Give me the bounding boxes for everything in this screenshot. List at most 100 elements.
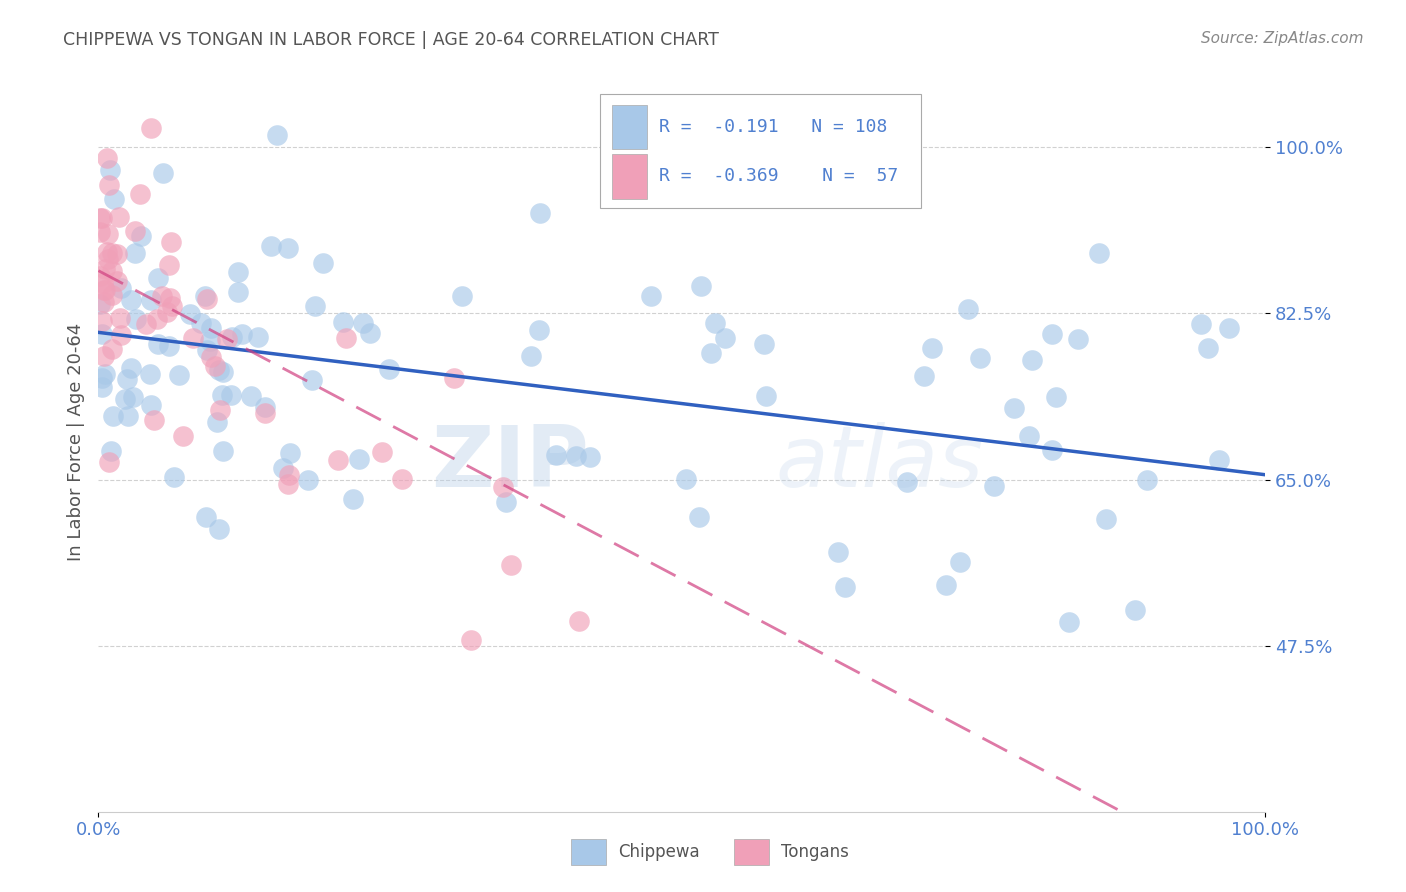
Point (160, 235, 183, 250)
Point (278, 467, 301, 482)
Point (105, 246, 128, 260)
Point (1057, 615, 1080, 629)
Point (254, 401, 277, 415)
Point (211, 388, 233, 402)
Point (212, 365, 235, 379)
Point (90, 380, 112, 394)
Point (1018, 428, 1040, 442)
Point (277, 241, 299, 255)
Point (1123, 602, 1146, 616)
Point (221, 330, 243, 344)
Point (120, 361, 142, 376)
Point (163, 470, 186, 484)
Point (93, 283, 115, 297)
Point (969, 351, 991, 365)
Point (110, 327, 132, 342)
Point (1040, 327, 1063, 342)
Point (544, 448, 567, 462)
Point (139, 368, 162, 382)
Point (97, 227, 120, 242)
Point (1208, 453, 1230, 467)
Point (215, 332, 238, 346)
Point (335, 330, 357, 344)
Point (1095, 512, 1118, 526)
Point (105, 274, 128, 288)
Point (152, 166, 174, 180)
Point (96, 244, 118, 259)
Point (96, 151, 118, 165)
Point (124, 311, 146, 326)
Point (89, 225, 111, 239)
Point (101, 343, 124, 357)
Point (205, 415, 228, 429)
Point (957, 302, 980, 317)
Point (89, 297, 111, 311)
Point (179, 307, 201, 321)
Point (204, 359, 226, 373)
Point (690, 278, 713, 293)
Point (98, 178, 121, 193)
Point (98, 163, 121, 178)
Text: ZIP: ZIP (430, 422, 589, 505)
Point (100, 287, 122, 301)
Point (652, 185, 675, 199)
Point (714, 331, 737, 345)
Point (378, 362, 401, 376)
Point (219, 388, 242, 402)
Point (391, 472, 413, 486)
Point (115, 371, 138, 385)
Point (197, 292, 219, 306)
Point (935, 578, 957, 592)
Bar (734, 839, 769, 865)
Point (311, 256, 333, 270)
FancyBboxPatch shape (600, 94, 921, 209)
Point (983, 479, 1005, 493)
Point (139, 121, 162, 136)
Point (370, 445, 392, 459)
Point (101, 245, 124, 260)
Point (1002, 401, 1025, 415)
Point (110, 311, 132, 326)
Point (200, 334, 222, 349)
Point (100, 443, 122, 458)
Point (921, 341, 943, 355)
Point (93, 350, 115, 364)
Point (110, 281, 132, 295)
Point (157, 258, 180, 272)
Point (94, 262, 117, 277)
Point (304, 299, 326, 313)
Point (342, 492, 364, 507)
Point (89, 268, 111, 283)
Point (1066, 332, 1088, 346)
Point (122, 390, 145, 404)
Point (359, 326, 381, 340)
Point (90, 211, 112, 225)
Point (492, 480, 515, 494)
Text: CHIPPEWA VS TONGAN IN LABOR FORCE | AGE 20-64 CORRELATION CHART: CHIPPEWA VS TONGAN IN LABOR FORCE | AGE … (63, 31, 718, 49)
Point (266, 128, 288, 143)
Point (150, 289, 173, 303)
Point (181, 331, 204, 345)
Point (1191, 318, 1213, 332)
Point (98, 455, 121, 469)
Point (93, 294, 115, 309)
Y-axis label: In Labor Force | Age 20-64: In Labor Force | Age 20-64 (66, 322, 84, 561)
Point (195, 343, 218, 358)
Point (443, 371, 465, 385)
Point (700, 346, 723, 360)
Point (912, 369, 935, 384)
Point (755, 389, 778, 403)
Point (156, 305, 179, 319)
Point (209, 403, 232, 417)
Point (194, 289, 217, 303)
Point (124, 224, 146, 238)
Point (565, 449, 588, 463)
Point (896, 475, 918, 490)
Point (277, 477, 299, 491)
Point (253, 406, 276, 420)
Point (297, 473, 319, 487)
Point (240, 389, 263, 403)
Point (688, 509, 710, 524)
Point (141, 293, 163, 308)
Point (228, 285, 250, 300)
